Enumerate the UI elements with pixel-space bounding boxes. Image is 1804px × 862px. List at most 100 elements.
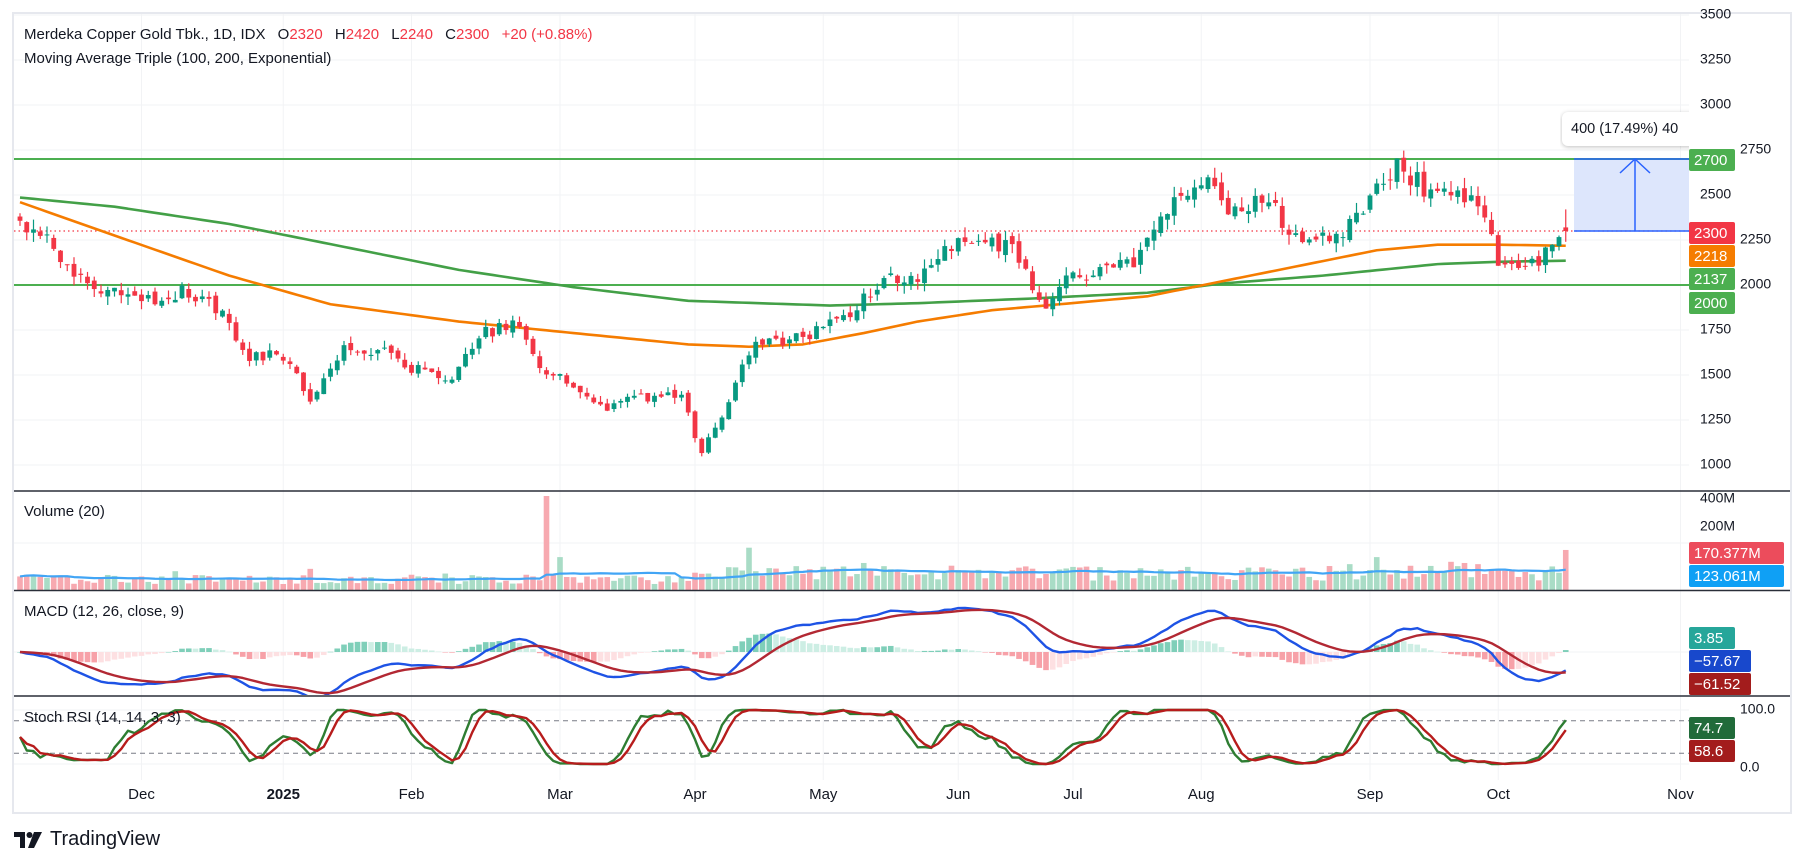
- candle[interactable]: [584, 387, 590, 400]
- macd-value-label[interactable]: −57.67: [1689, 650, 1751, 672]
- candle[interactable]: [523, 323, 529, 346]
- macd-histogram-bar[interactable]: [887, 645, 894, 652]
- volume-bar[interactable]: [1515, 576, 1522, 590]
- volume-bar[interactable]: [260, 581, 266, 590]
- macd-histogram-bar[interactable]: [570, 652, 577, 661]
- volume-bar[interactable]: [617, 578, 624, 590]
- candle[interactable]: [456, 366, 462, 382]
- candle[interactable]: [78, 268, 84, 283]
- candle[interactable]: [1023, 256, 1029, 271]
- candle[interactable]: [517, 316, 522, 329]
- candle[interactable]: [58, 250, 63, 269]
- macd-histogram-bar[interactable]: [1029, 652, 1036, 665]
- macd-histogram-bar[interactable]: [1556, 652, 1562, 654]
- macd-histogram-bar[interactable]: [1245, 652, 1252, 658]
- candle[interactable]: [220, 309, 225, 318]
- macd-histogram-bar[interactable]: [739, 641, 746, 652]
- volume-bar[interactable]: [422, 577, 428, 590]
- volume-bar[interactable]: [644, 580, 651, 590]
- macd-histogram-bar[interactable]: [1265, 652, 1272, 657]
- macd-histogram-bar[interactable]: [260, 652, 266, 659]
- volume-bar[interactable]: [1272, 570, 1279, 590]
- candle[interactable]: [780, 331, 786, 349]
- volume-bar[interactable]: [624, 575, 631, 590]
- volume-bar[interactable]: [226, 579, 233, 590]
- volume-bar[interactable]: [179, 578, 185, 590]
- volume-bar[interactable]: [881, 566, 887, 590]
- volume-bar[interactable]: [698, 573, 705, 590]
- macd-histogram-bar[interactable]: [766, 633, 773, 652]
- volume-bar[interactable]: [131, 578, 138, 590]
- macd-histogram-bar[interactable]: [1346, 652, 1353, 656]
- volume-bar[interactable]: [1090, 580, 1097, 590]
- candle[interactable]: [1225, 190, 1231, 216]
- macd-histogram-bar[interactable]: [752, 634, 759, 652]
- candle[interactable]: [1482, 195, 1488, 223]
- volume-bar[interactable]: [496, 582, 503, 590]
- volume-bar[interactable]: [212, 581, 219, 590]
- volume-bar[interactable]: [455, 583, 462, 590]
- candle[interactable]: [577, 385, 583, 399]
- candle[interactable]: [1300, 227, 1305, 244]
- macd-histogram-bar[interactable]: [1475, 652, 1481, 658]
- volume-bar[interactable]: [401, 577, 408, 590]
- macd-histogram-bar[interactable]: [854, 648, 860, 652]
- volume-bar[interactable]: [266, 576, 273, 590]
- macd-histogram-bar[interactable]: [334, 648, 341, 652]
- macd-histogram-bar[interactable]: [901, 648, 908, 652]
- candle[interactable]: [1185, 189, 1191, 203]
- volume-bar[interactable]: [172, 571, 179, 590]
- volume-bar[interactable]: [719, 576, 725, 590]
- volume-bar[interactable]: [948, 565, 955, 590]
- candle[interactable]: [1333, 231, 1339, 253]
- candle[interactable]: [213, 291, 219, 321]
- candle[interactable]: [1529, 255, 1535, 267]
- volume-bar[interactable]: [1407, 565, 1414, 590]
- volume-bar[interactable]: [1421, 574, 1427, 590]
- time-axis[interactable]: Dec 2025 Feb Mar Apr May Jun Jul Aug Sep Oct Nov: [128, 786, 1694, 803]
- indicator-legend[interactable]: Moving Average Triple (100, 200, Exponen…: [24, 50, 332, 67]
- volume-bar[interactable]: [1461, 562, 1468, 590]
- macd-histogram-bar[interactable]: [84, 652, 91, 663]
- macd-histogram-bar[interactable]: [287, 652, 293, 656]
- volume-bar[interactable]: [1475, 564, 1481, 590]
- volume-bar[interactable]: [1481, 573, 1488, 590]
- volume-bar[interactable]: [800, 573, 806, 590]
- candle[interactable]: [206, 291, 212, 307]
- macd-histogram-bar[interactable]: [199, 648, 206, 652]
- volume-bar[interactable]: [597, 577, 604, 590]
- macd-histogram-bar[interactable]: [1022, 652, 1029, 662]
- macd-histogram-bar[interactable]: [1272, 652, 1279, 658]
- candle[interactable]: [1077, 268, 1083, 279]
- volume-bar[interactable]: [84, 581, 91, 590]
- volume-bar[interactable]: [145, 581, 152, 590]
- macd-histogram-bar[interactable]: [1340, 652, 1346, 659]
- volume-bar[interactable]: [1306, 576, 1313, 590]
- candle[interactable]: [1151, 220, 1157, 251]
- candle[interactable]: [240, 339, 246, 355]
- volume-bar[interactable]: [665, 576, 671, 590]
- volume-pane[interactable]: [17, 496, 1569, 590]
- volume-bar[interactable]: [1394, 570, 1400, 590]
- candle[interactable]: [881, 275, 887, 290]
- macd-histogram-bar[interactable]: [840, 646, 847, 652]
- candle[interactable]: [328, 363, 333, 382]
- volume-bar[interactable]: [1549, 566, 1556, 590]
- volume-bar[interactable]: [253, 582, 260, 590]
- candle[interactable]: [922, 259, 927, 292]
- volume-bar[interactable]: [347, 576, 354, 590]
- macd-histogram-bar[interactable]: [104, 652, 111, 662]
- volume-bar[interactable]: [125, 582, 131, 590]
- candle[interactable]: [1273, 191, 1278, 207]
- volume-bar[interactable]: [91, 582, 98, 590]
- volume-bar[interactable]: [30, 575, 37, 590]
- volume-bar[interactable]: [921, 574, 928, 590]
- macd-line[interactable]: [19, 606, 1567, 698]
- volume-bar[interactable]: [388, 583, 395, 590]
- volume-bar[interactable]: [1056, 569, 1063, 590]
- volume-bar[interactable]: [590, 579, 597, 590]
- macd-histogram-bar[interactable]: [1043, 652, 1049, 671]
- macd-histogram-bar[interactable]: [1495, 652, 1502, 667]
- volume-bar[interactable]: [1326, 566, 1333, 590]
- macd-histogram-bar[interactable]: [928, 650, 935, 652]
